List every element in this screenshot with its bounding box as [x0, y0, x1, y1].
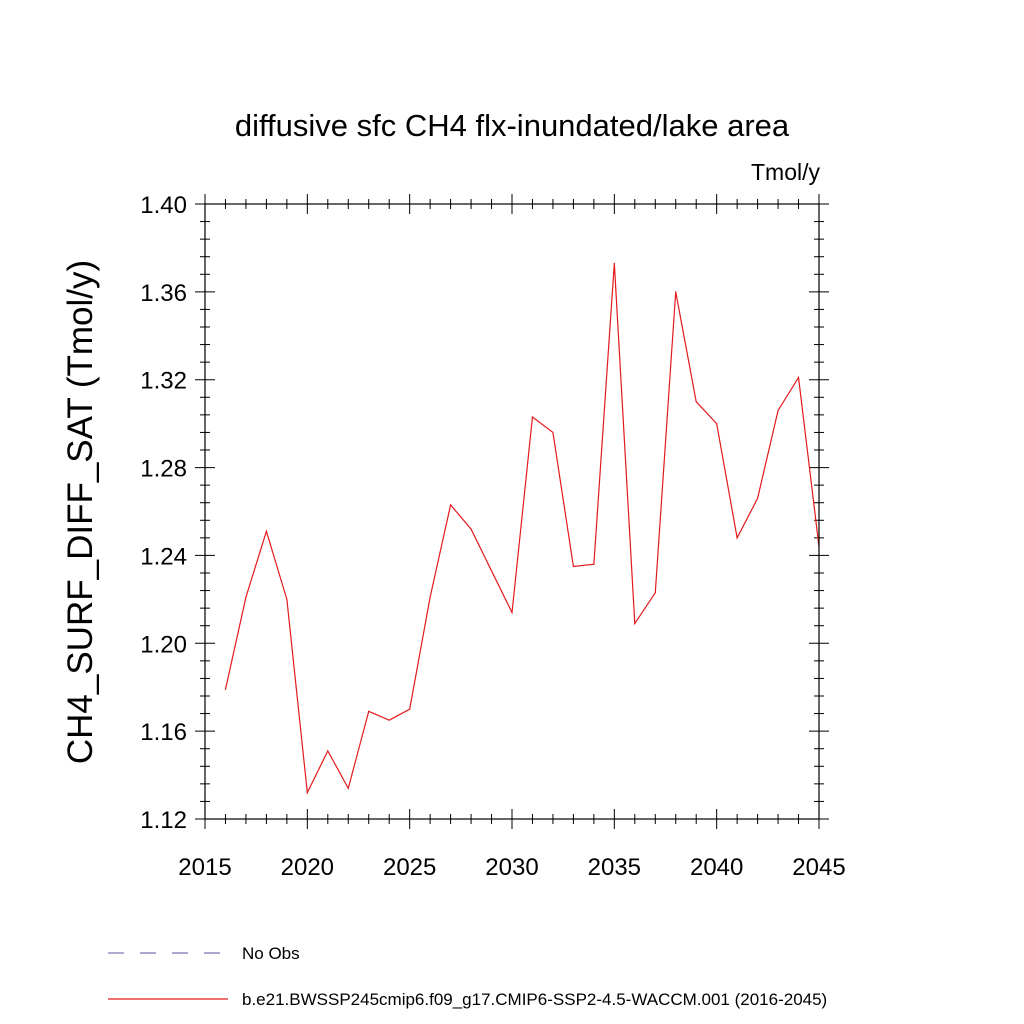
series-line-waccm: [224, 263, 820, 795]
x-tick-label: 2025: [383, 854, 436, 881]
data-point-2020: [306, 792, 308, 794]
x-tick-labels: 2015 2020 2025 2030 2035 2040 2045: [178, 854, 845, 881]
data-point-2042: [757, 497, 759, 499]
legend-label-no-obs: No Obs: [242, 944, 300, 963]
x-tick-label: 2040: [690, 854, 743, 881]
y-tick-labels: 1.12 1.16 1.20 1.24 1.28 1.32 1.36 1.40: [140, 192, 187, 834]
y-tick-label: 1.24: [140, 543, 187, 570]
data-point-2033: [572, 565, 575, 568]
data-point-2024: [388, 719, 390, 721]
data-point-2039: [695, 401, 697, 403]
data-point-2040: [716, 423, 718, 425]
data-point-2041: [736, 537, 738, 539]
data-point-2038: [675, 291, 677, 293]
y-tick-label: 1.12: [140, 807, 187, 834]
x-tick-label: 2015: [178, 854, 231, 881]
x-tick-label: 2020: [281, 854, 334, 881]
data-point-2027: [450, 504, 452, 506]
y-tick-label: 1.28: [140, 456, 187, 483]
data-point-2043: [777, 409, 779, 412]
y-tick-label: 1.20: [140, 631, 187, 658]
data-point-2016: [224, 688, 227, 691]
major-ticks: [195, 194, 829, 829]
y-axis-label: CH4_SURF_DIFF_SAT (Tmol/y): [61, 260, 100, 764]
x-tick-label: 2035: [588, 854, 641, 881]
plot-frame: [204, 203, 820, 820]
data-point-2037: [654, 592, 656, 594]
x-tick-label: 2045: [792, 854, 845, 881]
data-point-2021: [327, 750, 329, 752]
y-tick-label: 1.16: [140, 719, 187, 746]
data-point-2022: [347, 787, 349, 789]
data-point-2029: [490, 570, 493, 572]
legend-label-waccm: b.e21.BWSSP245cmip6.f09_g17.CMIP6-SSP2-4…: [242, 990, 827, 1009]
y-tick-label: 1.36: [140, 280, 187, 307]
chart-title: diffusive sfc CH4 flx-inundated/lake are…: [235, 108, 790, 143]
data-point-2019: [286, 598, 288, 600]
y-tick-label: 1.40: [140, 192, 187, 219]
data-point-2023: [368, 710, 370, 712]
data-points: [224, 262, 820, 794]
data-point-2017: [245, 596, 247, 598]
data-point-2032: [552, 431, 554, 434]
x-tick-label: 2030: [485, 854, 538, 881]
data-point-2044: [797, 376, 800, 379]
data-point-2026: [429, 596, 431, 598]
data-point-2036: [634, 622, 636, 625]
data-point-2028: [470, 528, 472, 530]
legend: No Obs b.e21.BWSSP245cmip6.f09_g17.CMIP6…: [108, 944, 827, 1009]
y-tick-label: 1.32: [140, 368, 187, 395]
data-point-2030: [511, 611, 513, 614]
data-point-2034: [593, 563, 595, 565]
minor-ticks: [200, 199, 824, 824]
data-point-2035: [613, 262, 615, 264]
data-point-2025: [409, 708, 411, 710]
data-point-2031: [531, 416, 534, 418]
data-point-2018: [265, 530, 267, 532]
units-label: Tmol/y: [751, 159, 821, 185]
